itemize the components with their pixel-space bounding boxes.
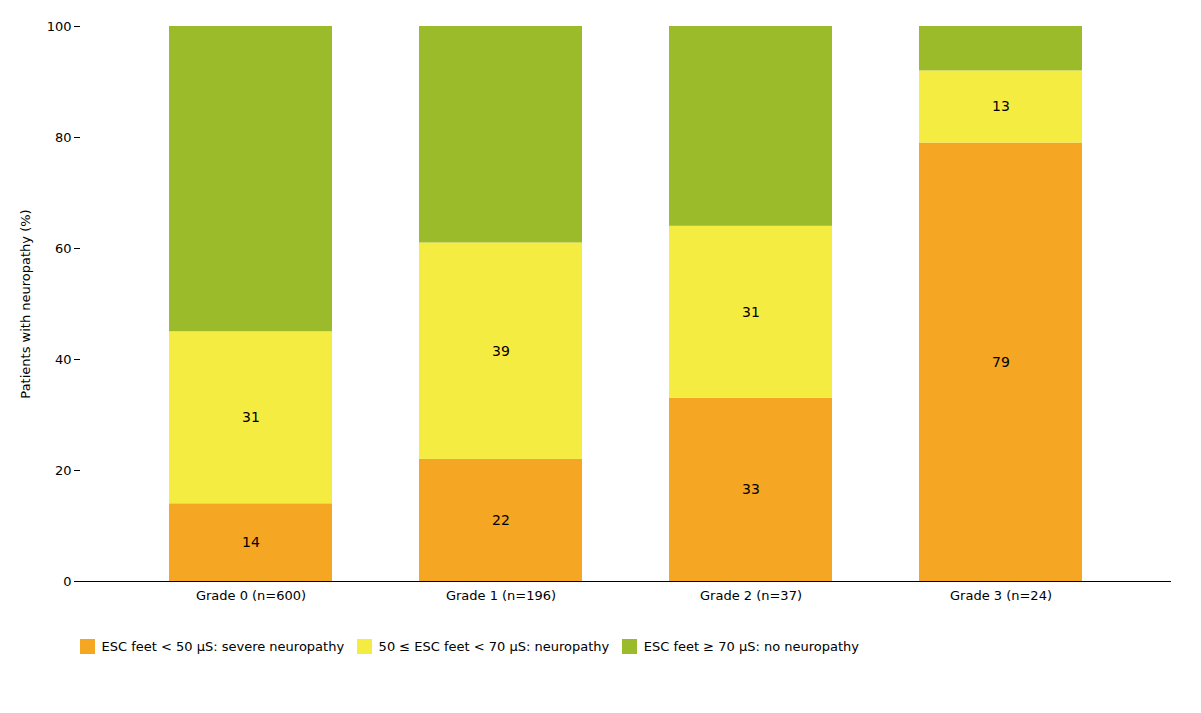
svg-text:100: 100 bbox=[47, 19, 72, 34]
html-text:ESC feet < 50 μS: severe neuro: ESC feet < 50 μS: severe neuropathy bbox=[101, 639, 345, 654]
html-text:ESC feet ≥ 70 μS: no neuropath: ESC feet ≥ 70 μS: no neuropathy bbox=[643, 639, 859, 654]
svg-text:Grade 2 (n=37): Grade 2 (n=37) bbox=[700, 588, 802, 603]
svg-text:31: 31 bbox=[242, 409, 260, 425]
svg-text:39: 39 bbox=[492, 343, 510, 359]
svg-text:79: 79 bbox=[992, 354, 1010, 370]
svg-text:31: 31 bbox=[742, 304, 760, 320]
svg-text:20: 20 bbox=[55, 463, 72, 478]
html-text:50 ≤ ESC feet < 70 μS: neuropa: 50 ≤ ESC feet < 70 μS: neuropathy bbox=[378, 639, 610, 654]
svg-text:80: 80 bbox=[55, 130, 72, 145]
svg-text:Grade 0 (n=600): Grade 0 (n=600) bbox=[196, 588, 306, 603]
svg-text:22: 22 bbox=[492, 512, 510, 528]
svg-text:40: 40 bbox=[55, 352, 72, 367]
svg-text:0: 0 bbox=[63, 574, 71, 589]
svg-text:14: 14 bbox=[242, 534, 260, 550]
svg-text:Grade 3 (n=24): Grade 3 (n=24) bbox=[950, 588, 1052, 603]
svg-text:Patients with neuropathy (%): Patients with neuropathy (%) bbox=[18, 209, 33, 398]
svg-text:60: 60 bbox=[55, 241, 72, 256]
svg-text:33: 33 bbox=[742, 481, 760, 497]
svg-text:Grade 1 (n=196): Grade 1 (n=196) bbox=[446, 588, 556, 603]
svg-text:13: 13 bbox=[992, 98, 1010, 114]
